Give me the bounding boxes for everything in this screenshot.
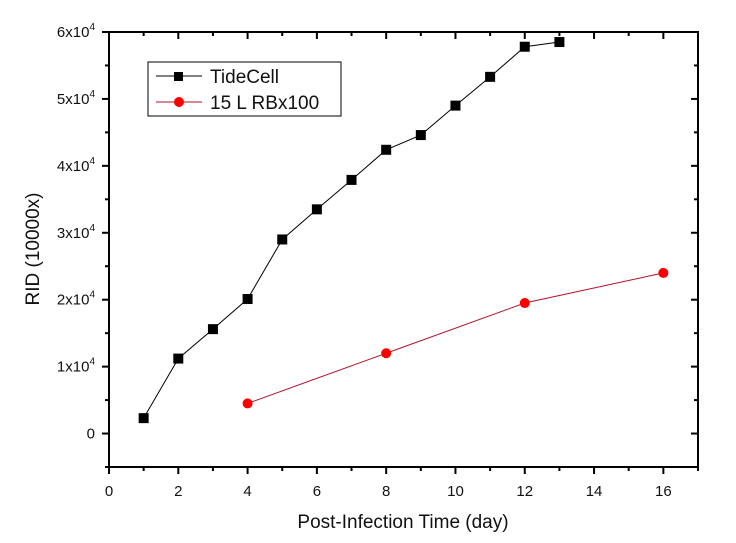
data-point (311, 204, 322, 215)
plot-area (108, 31, 699, 468)
x-tick-label: 2 (174, 483, 182, 500)
data-point (519, 41, 530, 52)
x-tick-label: 8 (382, 483, 390, 500)
y-tick-mantissa: 4x10 (57, 158, 90, 175)
data-point (658, 267, 669, 278)
y-tick-exponent: 4 (89, 290, 95, 301)
data-point (346, 174, 357, 185)
y-tick-exponent: 4 (89, 156, 95, 167)
data-point (173, 353, 184, 364)
y-tick-exponent: 4 (89, 357, 95, 368)
x-axis: 0 2 4 6 8 10 12 14 16 (105, 32, 699, 500)
y-tick-label: 6x104 (57, 22, 96, 41)
y-tick-label: 0 (87, 426, 95, 443)
y-tick-label: 5x104 (57, 89, 96, 108)
data-point (415, 130, 426, 141)
data-point (485, 71, 496, 82)
series-1 (242, 267, 669, 409)
y-tick-exponent: 4 (89, 22, 95, 33)
y-tick-mantissa: 0 (87, 426, 95, 443)
x-tick-label: 16 (655, 483, 672, 500)
x-tick-label: 14 (586, 483, 603, 500)
legend-label: 15 L RBx100 (210, 93, 319, 114)
data-point (207, 324, 218, 335)
series-line (247, 272, 664, 404)
data-point (277, 234, 288, 245)
data-point (381, 144, 392, 155)
y-tick-exponent: 4 (89, 223, 95, 234)
legend-item: TideCell (156, 67, 279, 88)
series-layer (138, 37, 669, 424)
x-tick-label: 6 (313, 483, 321, 500)
x-tick-label: 12 (516, 483, 533, 500)
data-point (519, 298, 530, 309)
data-point (554, 37, 565, 48)
y-tick-exponent: 4 (89, 89, 95, 100)
x-tick-label: 4 (243, 483, 251, 500)
y-tick-label: 3x104 (57, 223, 96, 242)
y-axis-title: RID (10000x) (23, 193, 44, 306)
y-tick-mantissa: 5x10 (57, 91, 90, 108)
y-tick-mantissa: 1x10 (57, 359, 90, 376)
data-point (381, 348, 392, 359)
legend-item: 15 L RBx100 (156, 93, 319, 114)
x-tick-label: 0 (105, 483, 113, 500)
y-tick-mantissa: 2x10 (57, 292, 90, 309)
series-0 (138, 37, 565, 424)
legend-box (147, 61, 342, 117)
y-tick-mantissa: 6x10 (57, 24, 90, 41)
legend-label: TideCell (210, 67, 279, 88)
legend-marker (174, 72, 183, 81)
legend: TideCell 15 L RBx100 (147, 61, 342, 117)
data-point (242, 398, 253, 409)
data-point (450, 100, 461, 111)
legend-marker (174, 97, 184, 107)
y-tick-label: 2x104 (57, 290, 96, 309)
x-axis-title: Post-Infection Time (day) (297, 512, 508, 533)
plot-frame (108, 31, 699, 468)
data-point (138, 413, 149, 424)
y-tick-mantissa: 3x10 (57, 225, 90, 242)
y-tick-label: 4x104 (57, 156, 96, 175)
data-point (242, 294, 253, 305)
x-tick-label: 10 (447, 483, 464, 500)
y-tick-label: 1x104 (57, 357, 96, 376)
